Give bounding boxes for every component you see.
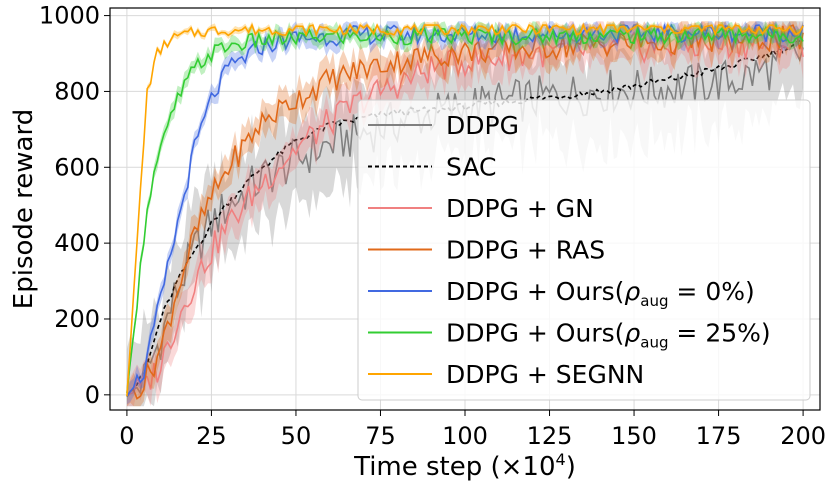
y-tick-label: 600: [54, 153, 100, 181]
x-tick-label: 200: [780, 422, 826, 450]
y-tick-label: 800: [54, 77, 100, 105]
y-tick-label: 0: [85, 381, 100, 409]
series-band-3: [126, 21, 804, 407]
y-axis-label: Episode reward: [9, 109, 39, 309]
x-tick-label: 150: [611, 422, 657, 450]
legend-label-4: DDPG + Ours(ρaug = 0%): [446, 277, 755, 310]
y-tick-label: 1000: [39, 2, 100, 30]
legend-label-3: DDPG + RAS: [446, 236, 605, 265]
x-tick-label: 100: [442, 422, 488, 450]
legend-label-2: DDPG + GN: [446, 194, 594, 223]
series-line-5: [126, 23, 804, 394]
legend-label-0: DDPG: [446, 111, 519, 140]
x-axis-label: Time step (×104): [353, 450, 576, 482]
legend-label-5: DDPG + Ours(ρaug = 25%): [446, 319, 771, 352]
x-tick-label: 50: [281, 422, 312, 450]
series-line-1: [126, 39, 804, 398]
y-tick-label: 200: [54, 305, 100, 333]
series-line-6: [126, 23, 804, 397]
series-line-3: [126, 24, 804, 400]
x-tick-label: 75: [365, 422, 396, 450]
x-tick-label: 175: [696, 422, 742, 450]
legend-label-1: SAC: [446, 153, 496, 182]
y-tick-label: 400: [54, 229, 100, 257]
x-tick-label: 25: [196, 422, 227, 450]
legend-label-6: DDPG + SEGNN: [446, 360, 644, 389]
x-tick-label: 0: [119, 422, 134, 450]
x-tick-label: 125: [527, 422, 573, 450]
legend-box: [357, 99, 811, 401]
